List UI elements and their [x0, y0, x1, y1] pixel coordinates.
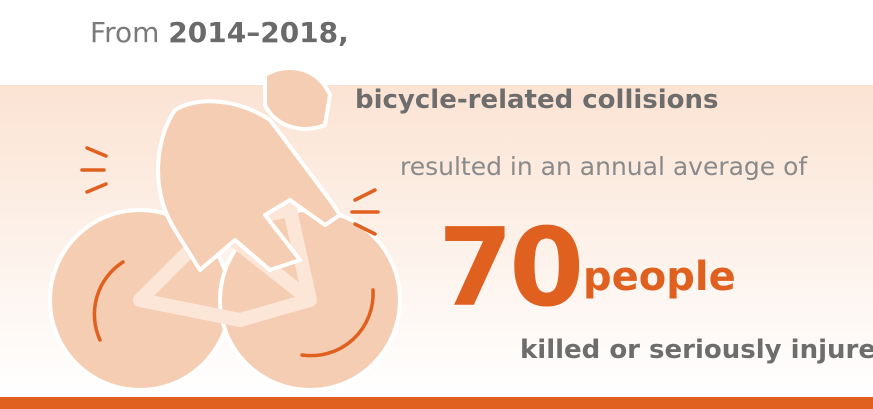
helmet — [265, 68, 330, 129]
outcome: killed or seriously injured. — [520, 335, 873, 365]
intro-prefix: From — [90, 16, 159, 49]
canvas: From 2014–2018, bicycle-related collisio… — [0, 0, 873, 409]
infographic: From 2014–2018, bicycle-related collisio… — [0, 0, 873, 409]
stat-number: 70 — [438, 206, 580, 331]
intro: From 2014–2018, — [90, 16, 349, 49]
intro-period: 2014–2018, — [168, 16, 349, 49]
subject: bicycle-related collisions — [355, 85, 719, 115]
stat-unit: people — [583, 254, 736, 300]
bottom-bar — [0, 397, 873, 409]
middle-text: resulted in an annual average of — [400, 152, 808, 181]
